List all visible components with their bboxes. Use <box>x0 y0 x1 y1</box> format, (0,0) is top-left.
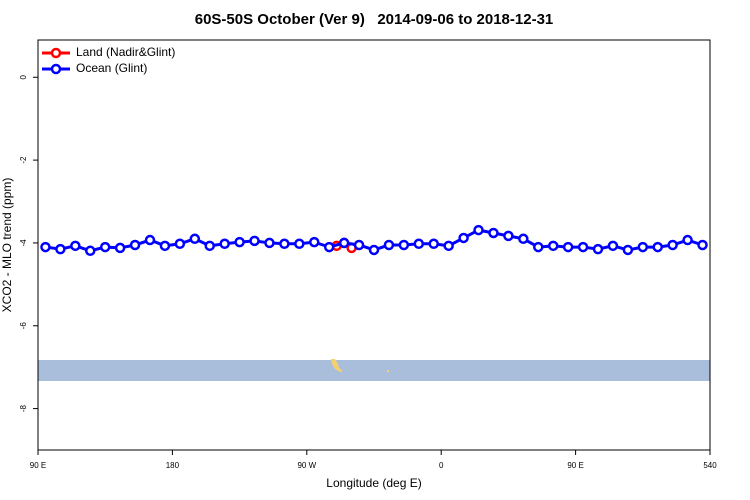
x-tick-label: 180 <box>166 461 180 470</box>
point <box>458 232 469 244</box>
x-axis-label: Longitude (deg E) <box>326 476 421 490</box>
point <box>353 239 365 251</box>
point <box>473 224 484 236</box>
point <box>652 241 663 253</box>
point <box>682 234 693 246</box>
point <box>99 241 111 253</box>
y-tick-label: -4 <box>19 239 28 247</box>
point <box>70 240 81 252</box>
point <box>547 240 559 252</box>
point <box>667 239 678 251</box>
point <box>368 244 380 256</box>
x-tick-label: 0 <box>439 461 444 470</box>
point <box>204 240 215 252</box>
point <box>428 238 439 250</box>
chart-title: 60S-50S October (Ver 9) 2014-09-06 to 20… <box>195 11 554 28</box>
point <box>592 243 604 255</box>
point <box>159 240 171 252</box>
point <box>697 239 708 251</box>
point <box>622 244 634 256</box>
y-axis-label: XCO2 - MLO trend (ppm) <box>0 178 14 313</box>
x-tick-label: 540 <box>703 461 717 470</box>
point <box>323 241 335 253</box>
land-patch <box>387 370 389 372</box>
x-tick-label: 90 E <box>567 461 583 470</box>
x-tick-label: 90 W <box>297 461 316 470</box>
y-tick-label: -6 <box>19 322 28 330</box>
point <box>338 237 350 249</box>
point <box>309 236 320 248</box>
point <box>383 239 395 251</box>
legend-marker <box>50 63 62 75</box>
point <box>174 238 186 250</box>
plot-frame <box>37 39 711 451</box>
point <box>279 238 290 250</box>
land-patch <box>331 359 343 372</box>
point <box>533 241 544 253</box>
point <box>607 240 619 252</box>
point <box>503 230 514 242</box>
point <box>114 242 126 254</box>
legend-label: Land (Nadir&Glint) <box>76 45 175 59</box>
point <box>189 233 201 245</box>
point <box>398 239 410 251</box>
y-tick-label: -2 <box>19 156 28 164</box>
point <box>249 235 260 247</box>
point <box>413 238 425 250</box>
point <box>234 236 245 248</box>
legend-marker <box>50 47 62 59</box>
point <box>40 241 51 253</box>
point <box>488 227 499 239</box>
point <box>219 238 230 250</box>
point <box>55 243 66 255</box>
point <box>577 241 589 253</box>
point <box>443 240 454 252</box>
y-tick-label: 0 <box>19 74 28 79</box>
y-tick-label: -8 <box>19 404 28 412</box>
x-tick-label: 90 E <box>30 461 46 470</box>
point <box>562 241 574 253</box>
point <box>294 238 305 250</box>
point <box>85 245 96 257</box>
point <box>144 234 156 246</box>
point <box>264 237 275 249</box>
map-strip <box>38 360 710 381</box>
point <box>637 241 649 253</box>
legend-label: Ocean (Glint) <box>76 61 147 75</box>
point <box>518 233 529 245</box>
point <box>129 239 141 251</box>
